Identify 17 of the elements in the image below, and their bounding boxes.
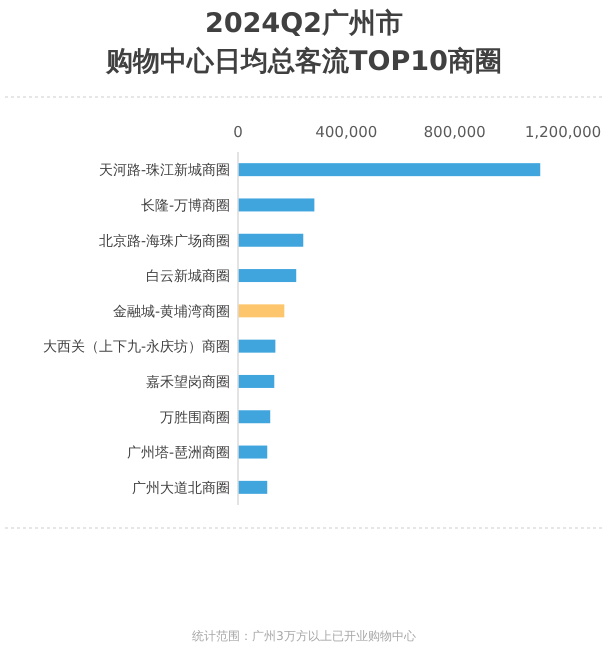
ytick: 白云新城商圈 (146, 268, 230, 285)
xtick: 0 (233, 123, 243, 141)
xtick: 400,000 (315, 123, 378, 141)
annotation: 统计范围：广州3万方以上已开业购物中心 (192, 629, 416, 643)
ytick: 金融城-黄埔湾商圈 (112, 304, 230, 320)
ytick: 广州塔-琶洲商圈 (126, 445, 230, 462)
ytick: 北京路-海珠广场商圈 (98, 233, 230, 250)
title: 2024Q2广州市 (205, 8, 403, 39)
ytick: 长隆-万博商圈 (140, 198, 230, 214)
ytick: 嘉禾望岗商圈 (146, 374, 230, 390)
xtick: 1,200,000 (524, 123, 602, 141)
ytick: 天河路-珠江新城商圈 (98, 162, 230, 179)
ytick: 广州大道北商圈 (132, 480, 230, 496)
xtick: 800,000 (424, 123, 486, 141)
ytick: 万胜围商圈 (160, 410, 230, 426)
subtitle: 购物中心日均总客流TOP10商圈 (106, 46, 502, 77)
ytick: 大西关（上下九-永庆坊）商圈 (42, 339, 230, 356)
